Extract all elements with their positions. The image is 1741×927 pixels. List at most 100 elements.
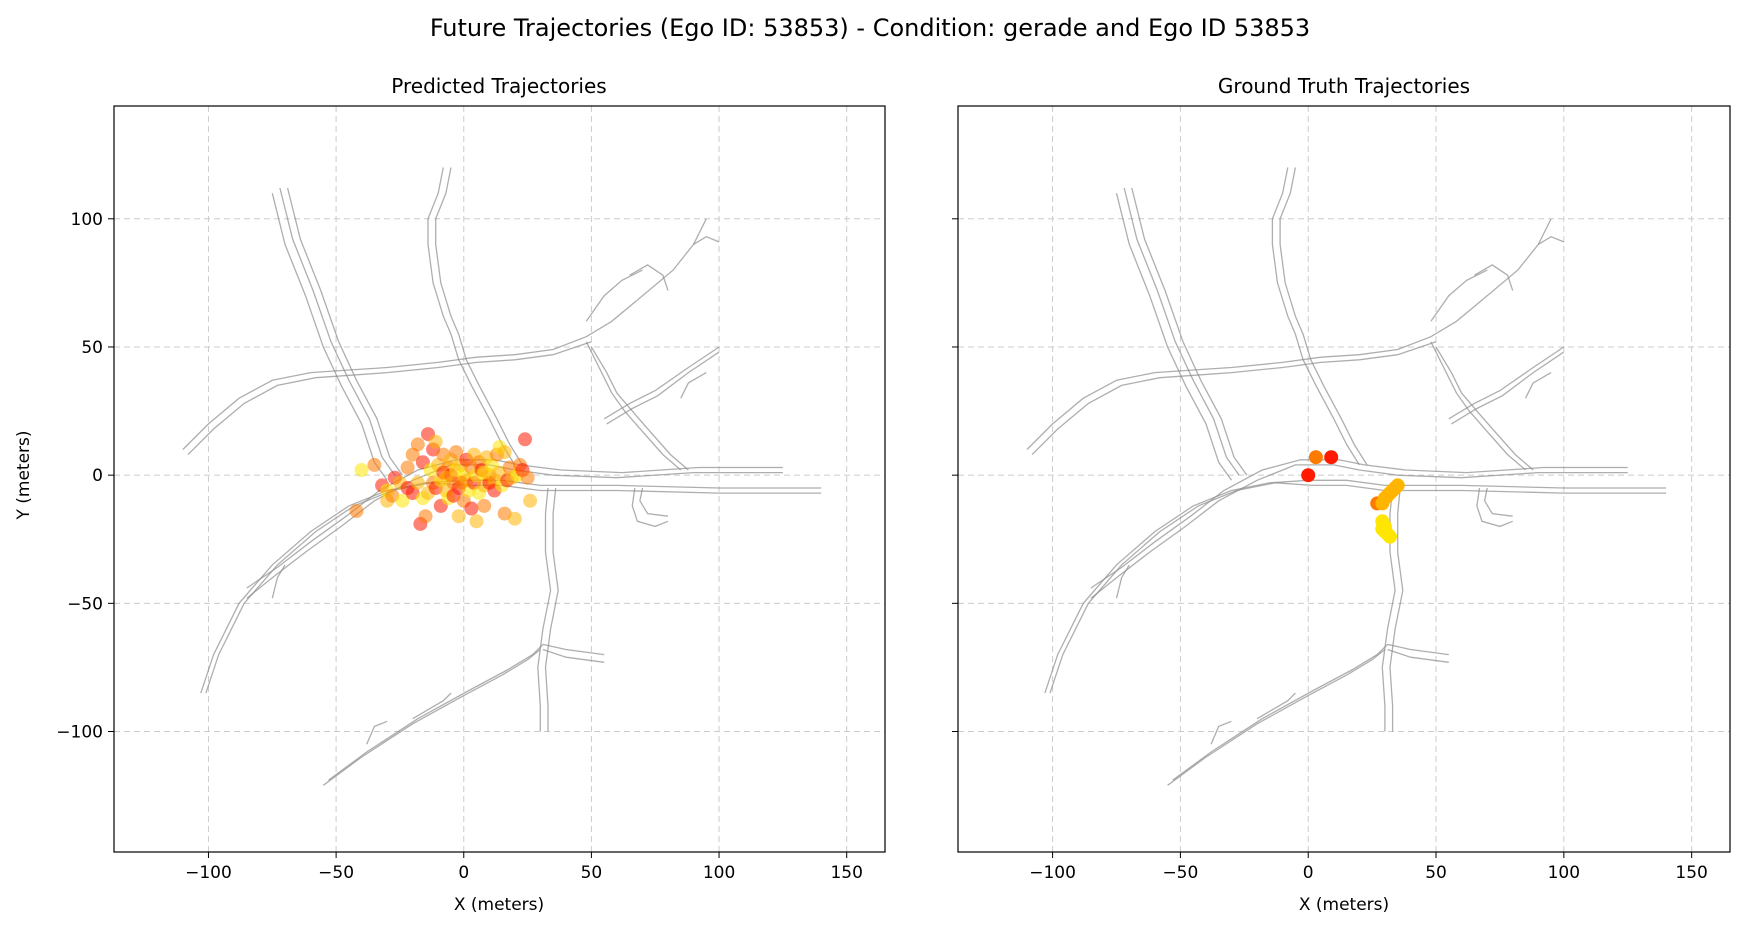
road-lane xyxy=(435,167,460,335)
trajectory-point xyxy=(1324,450,1339,465)
road-lane xyxy=(1476,487,1513,528)
road-lane xyxy=(412,692,452,720)
axes-predicted: Predicted Trajectories X (meters) Y (met… xyxy=(14,74,886,915)
trajectory-point xyxy=(1390,478,1405,493)
trajectory-point xyxy=(1375,522,1390,536)
trajectory-point xyxy=(507,511,522,526)
road-lane xyxy=(629,264,669,291)
x-tick-label: 100 xyxy=(703,863,735,883)
trajectory-point xyxy=(449,445,464,460)
road-lane xyxy=(1131,187,1248,476)
road-lane xyxy=(1167,648,1386,786)
road-lane xyxy=(279,187,396,476)
trajectory-point xyxy=(454,475,469,490)
road-lane xyxy=(1210,720,1232,745)
x-tick-label: 100 xyxy=(1548,863,1580,883)
road-lane xyxy=(246,464,783,599)
trajectory-point xyxy=(428,434,443,449)
y-tick-label: 0 xyxy=(92,466,103,486)
road-lane xyxy=(537,487,552,732)
road-lane xyxy=(693,235,720,245)
road-lane xyxy=(631,487,669,528)
road-lane xyxy=(1435,346,1534,471)
x-tick-label: 150 xyxy=(830,863,862,883)
trajectory-point xyxy=(1308,450,1323,465)
road-lane xyxy=(606,351,720,425)
trajectory-point xyxy=(438,470,453,485)
road-lane xyxy=(271,193,388,481)
road-lane xyxy=(1448,346,1565,420)
trajectory-point xyxy=(469,514,484,529)
road-lane xyxy=(182,218,707,450)
road-lane xyxy=(286,187,404,476)
road-lane xyxy=(1271,167,1296,335)
x-tick-label: −50 xyxy=(318,863,354,883)
axes-frame xyxy=(957,105,1731,853)
x-tick-label: 0 xyxy=(458,863,469,883)
trajectory-point xyxy=(451,509,466,524)
xlabel-ground-truth: X (meters) xyxy=(1299,895,1389,915)
trajectory-point xyxy=(367,457,382,472)
trajectory-point xyxy=(354,463,369,477)
road-lane xyxy=(1451,351,1565,425)
road-lane xyxy=(1044,479,1667,694)
road-lane xyxy=(1256,692,1296,720)
trajectory-point xyxy=(410,437,425,452)
trajectory-points xyxy=(349,427,538,531)
road-lane xyxy=(1090,464,1628,599)
road-lane xyxy=(427,167,452,335)
road-lane xyxy=(680,372,707,399)
road-lane xyxy=(1294,334,1360,466)
road-lane xyxy=(1537,235,1565,245)
road-lane xyxy=(585,269,643,322)
trajectory-point xyxy=(520,470,535,485)
road-lane xyxy=(1279,167,1304,335)
road-lane xyxy=(1123,187,1240,476)
road-lane xyxy=(1474,264,1514,291)
road-lane xyxy=(1430,269,1488,322)
road-lane xyxy=(1115,564,1130,599)
road-lane xyxy=(1115,193,1233,481)
trajectory-point xyxy=(477,465,492,480)
road-lane xyxy=(639,487,669,517)
road-lane xyxy=(544,487,559,732)
road-lane xyxy=(366,720,388,745)
y-tick-label: −50 xyxy=(67,594,103,614)
figure-suptitle: Future Trajectories (Ego ID: 53853) - Co… xyxy=(430,14,1310,42)
x-tick-label: 150 xyxy=(1675,863,1707,883)
road-lane xyxy=(1430,341,1526,471)
axes-title-ground-truth: Ground Truth Trajectories xyxy=(1218,74,1470,98)
road-lane xyxy=(1389,487,1404,732)
road-lane xyxy=(1387,648,1449,663)
axes-title-predicted: Predicted Trajectories xyxy=(391,74,606,98)
trajectory-point xyxy=(349,504,364,518)
trajectory-point xyxy=(400,460,415,475)
road-lane xyxy=(328,643,544,781)
x-tick-label: 50 xyxy=(1425,863,1447,883)
road-lane xyxy=(1026,218,1552,450)
y-tick-label: 100 xyxy=(71,210,103,230)
x-tick-label: −100 xyxy=(1029,863,1076,883)
road-lane xyxy=(590,346,689,471)
axes-frame xyxy=(113,105,886,853)
road-lane xyxy=(1302,334,1368,466)
y-tick-label: 50 xyxy=(81,338,103,358)
road-lane xyxy=(603,346,720,420)
road-lane xyxy=(585,341,682,471)
xlabel-predicted: X (meters) xyxy=(454,895,544,915)
road-lane xyxy=(1172,643,1388,781)
road-lane xyxy=(1049,482,1667,694)
road-lane xyxy=(458,334,524,466)
road-lane xyxy=(1031,341,1437,456)
road-lane xyxy=(271,564,286,599)
y-tick-label: −100 xyxy=(56,723,103,743)
trajectory-point xyxy=(418,509,433,524)
x-tick-label: 50 xyxy=(581,863,603,883)
road-lane xyxy=(542,643,605,656)
road-lane xyxy=(322,648,541,786)
x-tick-label: 0 xyxy=(1303,863,1314,883)
road-lane xyxy=(542,648,605,663)
road-network xyxy=(1026,167,1667,786)
road-lane xyxy=(187,341,592,456)
